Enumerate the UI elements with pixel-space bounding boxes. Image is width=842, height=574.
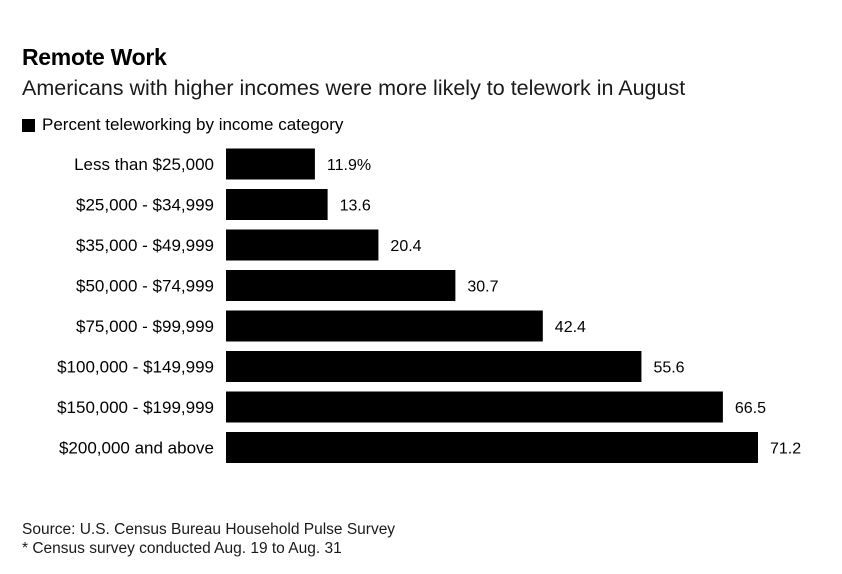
bar <box>226 310 543 342</box>
category-label: $25,000 - $34,999 <box>76 196 214 215</box>
value-label: 42.4 <box>555 319 586 336</box>
value-label: 55.6 <box>653 360 684 377</box>
bar <box>226 189 328 220</box>
bar <box>226 351 642 382</box>
category-label: $35,000 - $49,999 <box>76 236 214 255</box>
value-label: 13.6 <box>340 198 371 215</box>
category-label: Less than $25,000 <box>74 155 214 174</box>
bar <box>226 148 315 180</box>
source-note: Source: U.S. Census Bureau Household Pul… <box>22 521 396 538</box>
bar <box>226 432 758 463</box>
bar <box>226 270 456 301</box>
value-label: 71.2 <box>770 441 801 458</box>
category-label: $100,000 - $149,999 <box>57 358 214 377</box>
category-label: $200,000 and above <box>59 439 214 458</box>
bar-chart: Less than $25,000 11.9% $25,000 - $34,999 1… <box>57 148 801 463</box>
legend-swatch <box>22 118 35 132</box>
chart-subtitle: Americans with higher incomes were more … <box>22 76 686 100</box>
bar <box>226 391 723 423</box>
value-label: 30.7 <box>467 279 498 296</box>
survey-note: * Census survey conducted Aug. 19 to Aug… <box>22 540 342 557</box>
legend-label: Percent teleworking by income category <box>42 115 344 134</box>
chart-title: Remote Work <box>22 44 167 70</box>
category-label: $75,000 - $99,999 <box>76 317 214 336</box>
chart-legend: Percent teleworking by income category <box>22 115 343 135</box>
value-label: 20.4 <box>390 238 421 255</box>
category-label: $150,000 - $199,999 <box>57 398 214 417</box>
value-label: 66.5 <box>735 400 766 417</box>
chart-footer: Source: U.S. Census Bureau Household Pul… <box>22 520 395 558</box>
value-label: 11.9% <box>327 157 371 174</box>
bar <box>226 229 379 261</box>
category-label: $50,000 - $74,999 <box>76 277 214 296</box>
